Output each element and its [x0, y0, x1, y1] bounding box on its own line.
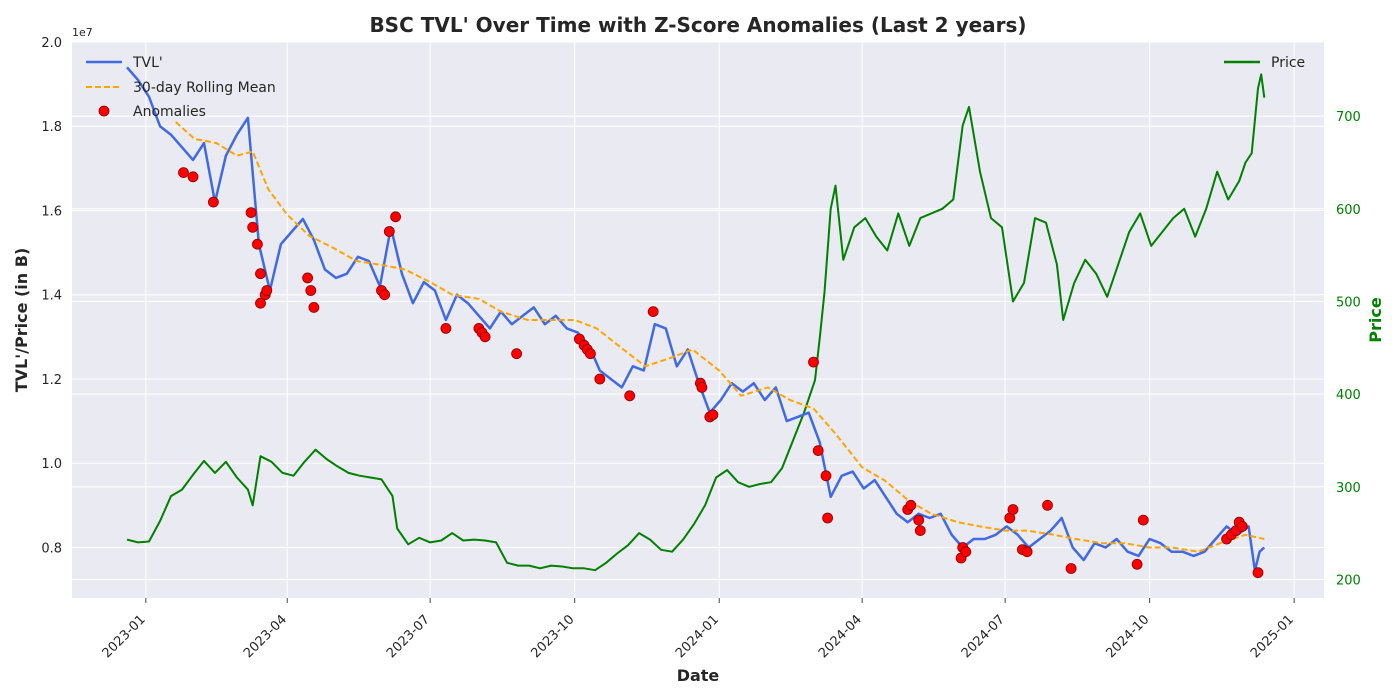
anomaly-point — [1021, 546, 1033, 558]
anomaly-point — [820, 470, 832, 482]
anomaly-point — [1236, 521, 1248, 532]
anomaly-point — [302, 272, 314, 284]
anomaly-point — [594, 373, 606, 385]
anomaly-point — [905, 499, 917, 511]
anomaly-point — [808, 356, 819, 368]
x-tick-label: 2024-04 — [816, 612, 865, 661]
y-axis-title: TVL'/Price (in B) — [12, 248, 31, 393]
y2-tick-label: 300 — [1336, 481, 1361, 496]
anomaly-point — [379, 289, 391, 301]
anomaly-point — [1252, 567, 1264, 579]
y-axis-multiplier: 1e7 — [72, 26, 93, 39]
x-tick-label: 2023-07 — [384, 612, 433, 661]
y2-tick-label: 400 — [1336, 388, 1361, 403]
y2-axis-title: Price — [1366, 297, 1385, 343]
y2-tick-label: 200 — [1336, 573, 1361, 588]
y-tick-label: 1.6 — [41, 204, 62, 219]
anomaly-point — [383, 226, 395, 237]
y2-tick-label: 600 — [1336, 203, 1361, 218]
y-tick-label: 0.8 — [41, 541, 62, 556]
anomaly-point — [1131, 558, 1143, 570]
anomaly-point — [914, 525, 926, 536]
anomaly-point — [696, 381, 708, 393]
rolling-mean-line — [175, 121, 1265, 553]
legend-price-label: Price — [1271, 55, 1305, 71]
anomaly-point — [812, 445, 824, 457]
grid-lines — [72, 41, 1324, 598]
anomaly-point — [440, 322, 452, 334]
chart-title: BSC TVL' Over Time with Z-Score Anomalie… — [369, 13, 1026, 37]
anomaly-point — [624, 390, 636, 402]
anomaly-point — [255, 297, 266, 309]
y-tick-label: 2.0 — [41, 36, 62, 51]
x-tick-label: 2024-07 — [959, 612, 1008, 661]
x-tick-label: 2023-01 — [100, 612, 149, 661]
anomaly-point — [247, 221, 259, 233]
x-tick-label: 2024-10 — [1103, 612, 1152, 661]
tvl-series-line — [126, 66, 1266, 572]
anomaly-point — [1042, 499, 1053, 511]
y-tick-label: 1.2 — [41, 373, 62, 388]
anomaly-point — [1007, 504, 1019, 515]
anomaly-point — [305, 285, 317, 296]
legend-anomaly-label: Anomalies — [133, 104, 206, 120]
anomaly-point — [245, 207, 257, 219]
anomaly-point — [479, 331, 491, 343]
anomaly-point — [255, 268, 266, 280]
x-tick-label: 2024-01 — [673, 612, 722, 661]
legend-anomaly-swatch — [98, 105, 110, 117]
anomaly-point — [960, 546, 972, 558]
anomaly-point — [707, 409, 719, 421]
anomaly-point — [822, 512, 833, 524]
x-tick-label: 2023-10 — [528, 612, 577, 661]
anomaly-point — [647, 306, 659, 318]
y-tick-label: 1.8 — [41, 120, 62, 135]
y-tick-label: 1.0 — [41, 457, 62, 472]
anomaly-point — [585, 348, 596, 360]
y-tick-label: 1.4 — [41, 289, 62, 304]
anomaly-point — [261, 285, 273, 296]
legend-rolling-label: 30-day Rolling Mean — [133, 80, 276, 96]
x-axis-title: Date — [677, 666, 720, 685]
y2-tick-label: 500 — [1336, 295, 1361, 310]
x-tick-label: 2023-04 — [241, 612, 290, 661]
anomaly-point — [511, 348, 522, 360]
anomaly-point — [913, 514, 925, 526]
series-layer — [126, 66, 1266, 579]
legend-left: TVL' 30-day Rolling Mean Anomalies — [86, 55, 276, 120]
price-series-line — [126, 73, 1266, 572]
anomaly-point — [251, 238, 263, 250]
anomaly-point — [390, 211, 402, 223]
plot-area — [72, 42, 1324, 598]
legend-right: Price — [1224, 55, 1305, 71]
anomaly-point — [207, 196, 219, 208]
anomaly-point — [1137, 514, 1149, 526]
anomaly-point — [308, 301, 320, 313]
y2-tick-label: 700 — [1336, 110, 1361, 125]
x-tick-label: 2025-01 — [1248, 612, 1297, 661]
legend-tvl-label: TVL' — [132, 55, 163, 71]
anomaly-point — [187, 171, 199, 183]
anomaly-point — [1065, 563, 1077, 574]
anomaly-point — [178, 167, 189, 179]
